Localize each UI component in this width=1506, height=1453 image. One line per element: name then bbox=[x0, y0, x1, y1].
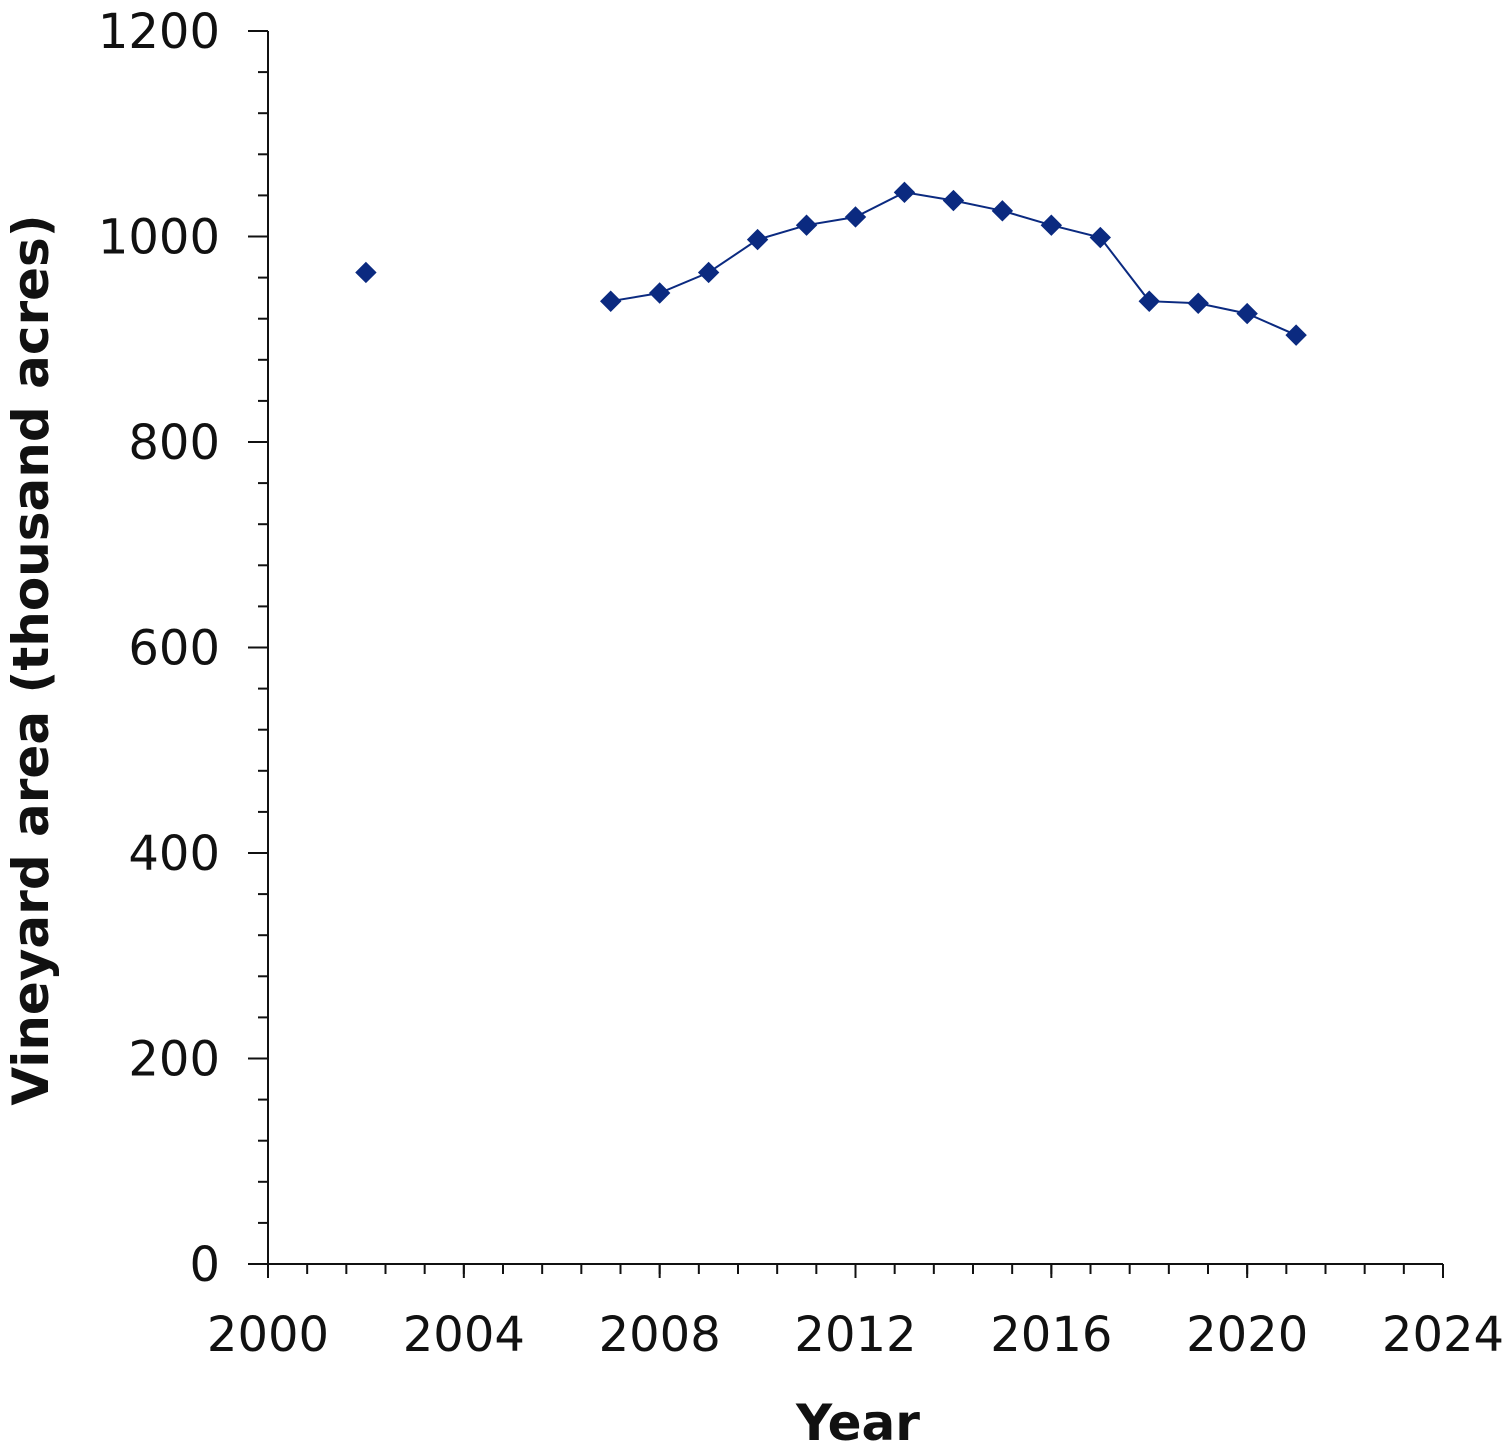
data-point bbox=[942, 189, 965, 212]
data-point bbox=[746, 228, 769, 251]
data-point bbox=[697, 261, 720, 284]
data-point bbox=[1138, 290, 1160, 312]
data-point bbox=[844, 206, 867, 228]
y-tick-label: 1200 bbox=[98, 4, 220, 60]
data-point bbox=[991, 200, 1014, 222]
x-tick-label: 2004 bbox=[403, 1307, 525, 1363]
y-tick-label: 800 bbox=[128, 415, 220, 471]
x-axis-title: Year bbox=[795, 1394, 920, 1452]
x-tick-label: 2020 bbox=[1186, 1307, 1308, 1363]
x-tick-label: 2000 bbox=[207, 1307, 329, 1363]
data-point bbox=[1236, 302, 1258, 325]
data-point bbox=[893, 181, 916, 204]
series bbox=[355, 181, 1307, 346]
data-point bbox=[1089, 226, 1111, 249]
x-tick-label: 2012 bbox=[794, 1307, 916, 1363]
x-tick-label: 2024 bbox=[1382, 1307, 1504, 1363]
tick-labels: 0 200 400 600 800 1000 1200 2000 2004 2008 2012 201… bbox=[98, 4, 1504, 1363]
x-tick-label: 2008 bbox=[599, 1307, 721, 1363]
y-tick-label: 0 bbox=[189, 1237, 220, 1293]
data-point bbox=[600, 290, 622, 312]
data-point bbox=[1285, 324, 1307, 346]
data-point bbox=[648, 282, 671, 304]
data-point bbox=[355, 261, 377, 284]
data-point bbox=[795, 214, 818, 236]
y-tick-label: 200 bbox=[128, 1032, 220, 1088]
y-tick-label: 600 bbox=[128, 621, 220, 677]
y-axis-title: Vineyard area (thousand acres) bbox=[2, 214, 60, 1105]
y-tick-label: 1000 bbox=[98, 210, 220, 266]
series-line bbox=[610, 191, 1297, 337]
data-point bbox=[1187, 292, 1209, 314]
data-point bbox=[1040, 214, 1063, 236]
ticks bbox=[248, 30, 1444, 1278]
x-tick-label: 2016 bbox=[990, 1307, 1112, 1363]
y-tick-label: 400 bbox=[128, 826, 220, 882]
